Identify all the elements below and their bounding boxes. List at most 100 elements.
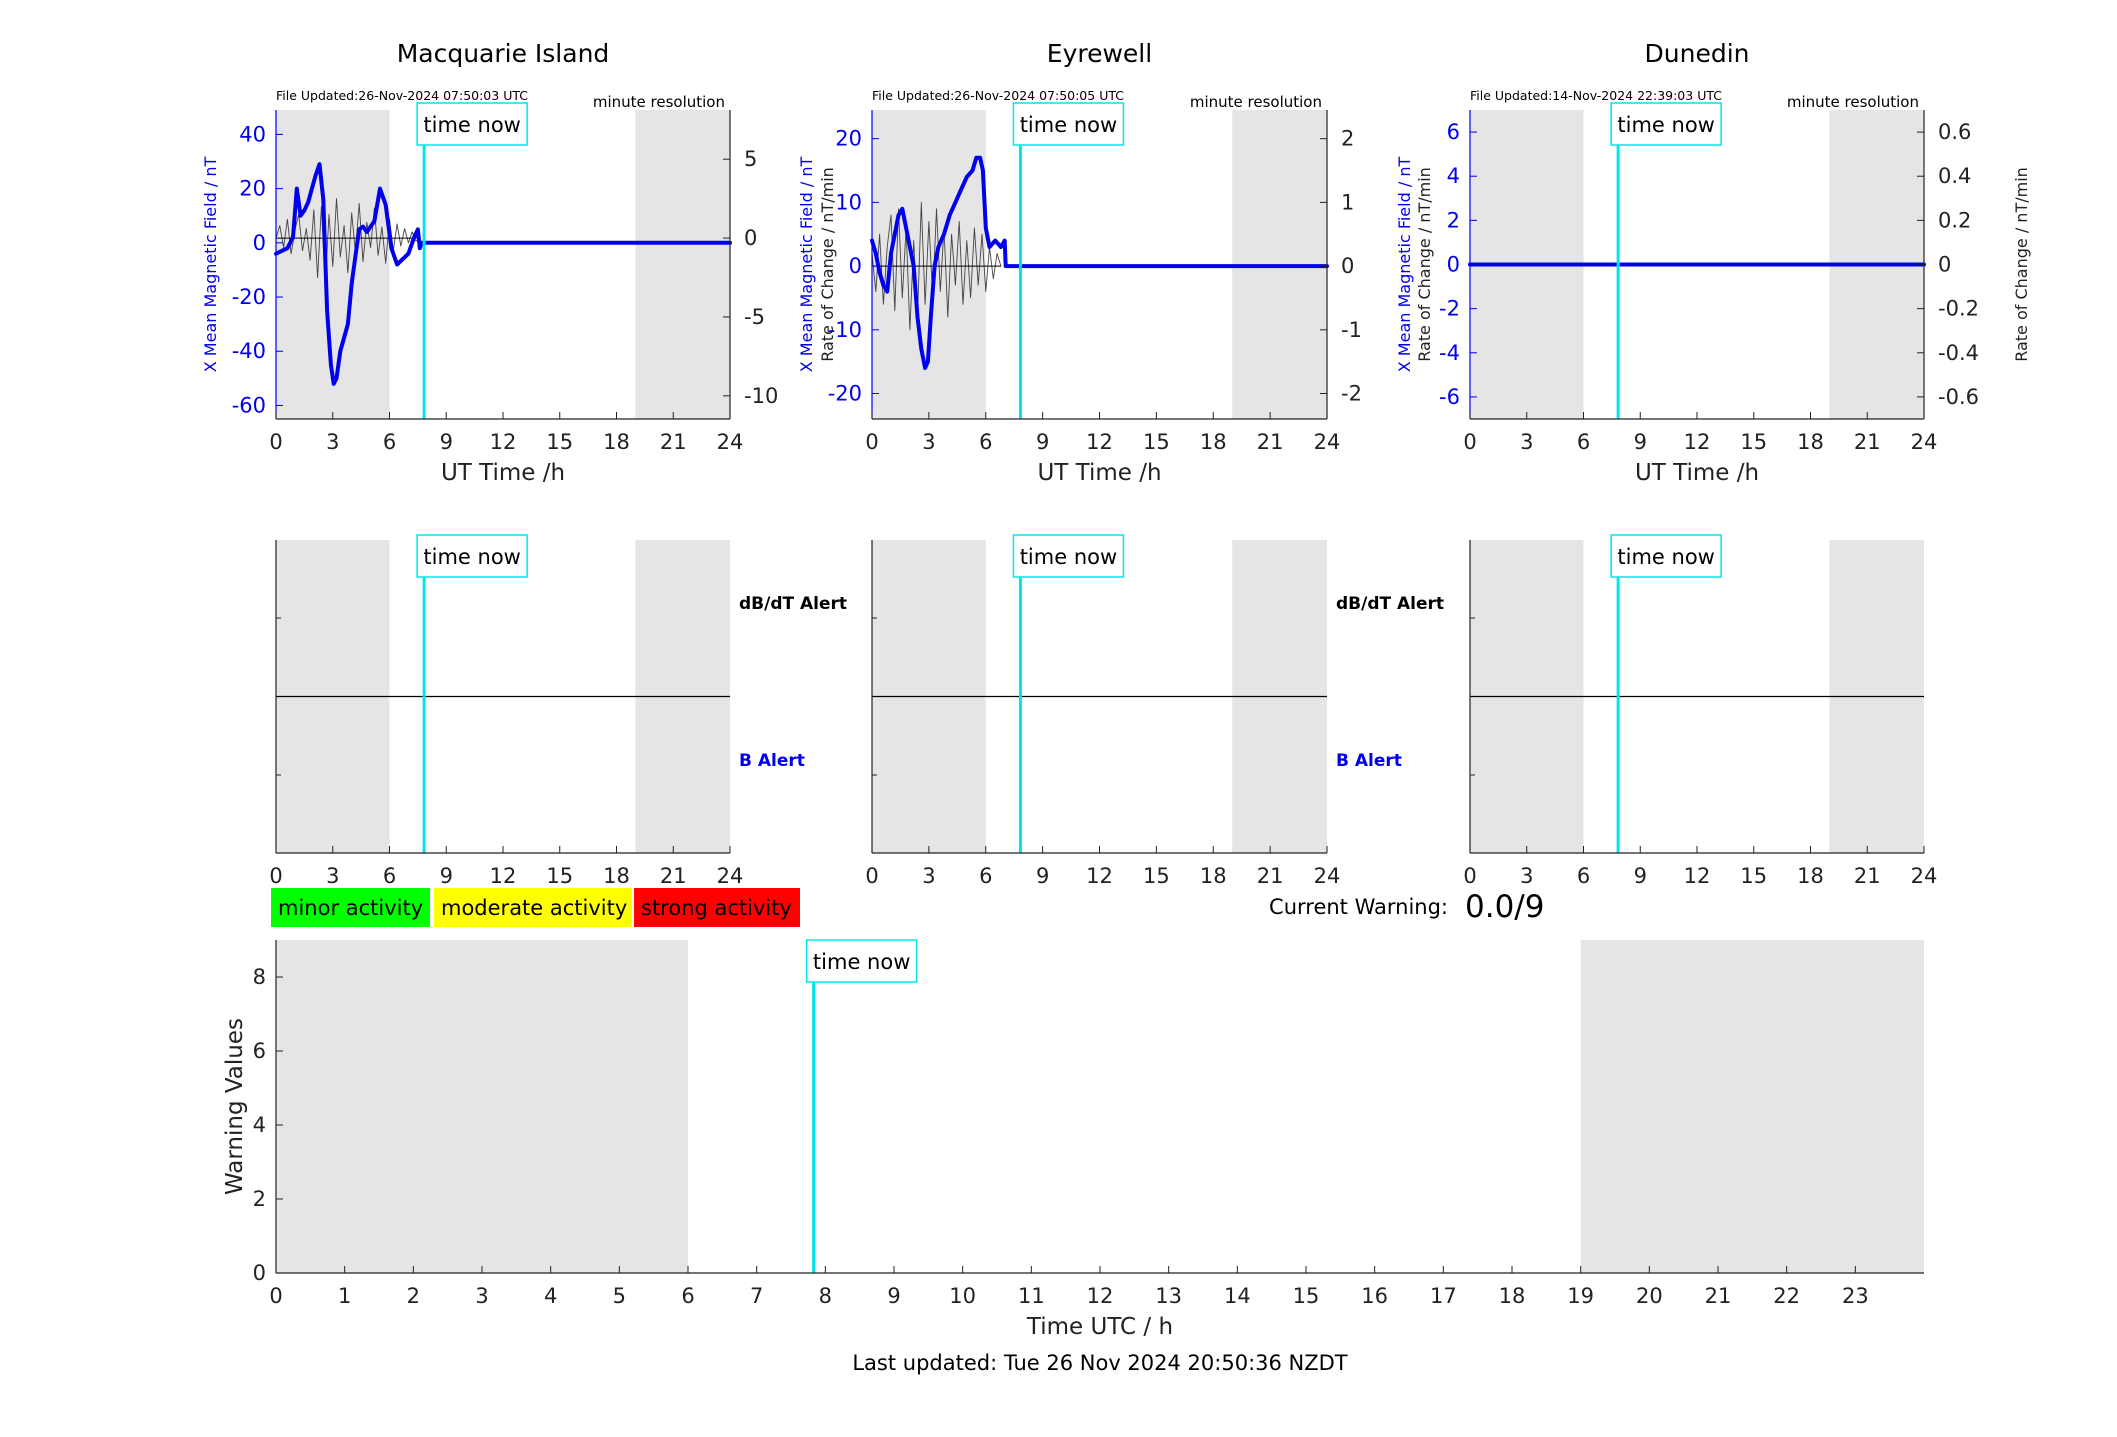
y2-tick-label: -0.4 bbox=[1938, 341, 1979, 365]
x-tick-label: 6 bbox=[681, 1284, 694, 1308]
y2-tick-label: 0 bbox=[1938, 253, 1951, 277]
time-now-label: time now bbox=[813, 950, 910, 974]
x-tick-label: 21 bbox=[660, 864, 687, 888]
time-now-label: time now bbox=[423, 545, 520, 569]
x-tick-label: 23 bbox=[1842, 1284, 1869, 1308]
night-band bbox=[1580, 940, 1924, 1273]
x-tick-label: 11 bbox=[1018, 1284, 1045, 1308]
current-warning-label: Current Warning: bbox=[1269, 895, 1448, 919]
x-tick-label: 24 bbox=[717, 430, 744, 454]
x-tick-label: 15 bbox=[1293, 1284, 1320, 1308]
x-axis-label: UT Time /h bbox=[1037, 460, 1161, 486]
y-tick-label: -6 bbox=[1439, 385, 1460, 409]
time-now-box bbox=[1610, 534, 1722, 578]
x-tick-label: 6 bbox=[383, 864, 396, 888]
x-tick-label: 9 bbox=[1036, 430, 1049, 454]
minute-resolution-label: minute resolution bbox=[593, 93, 725, 111]
x-tick-label: 21 bbox=[1854, 864, 1881, 888]
y2-axis-label: Rate of Change / nT/min bbox=[2012, 167, 2031, 362]
x-tick-label: 3 bbox=[1520, 430, 1533, 454]
time-now-box bbox=[1610, 102, 1722, 146]
y-tick-label: 20 bbox=[835, 127, 862, 151]
y-tick-label: 2 bbox=[253, 1187, 266, 1211]
x-axis-label: UT Time /h bbox=[441, 460, 565, 486]
x-tick-label: 15 bbox=[1740, 864, 1767, 888]
magnetic-field-line bbox=[274, 162, 732, 386]
x-tick-label: 22 bbox=[1773, 1284, 1800, 1308]
x-tick-label: 0 bbox=[269, 1284, 282, 1308]
y-tick-label: 4 bbox=[1447, 164, 1460, 188]
x-tick-label: 13 bbox=[1155, 1284, 1182, 1308]
x-tick-label: 18 bbox=[1200, 864, 1227, 888]
current-warning-value: 0.0/9 bbox=[1465, 889, 1544, 925]
x-tick-label: 19 bbox=[1567, 1284, 1594, 1308]
legend-swatch-strong bbox=[634, 888, 800, 927]
x-tick-label: 14 bbox=[1224, 1284, 1251, 1308]
x-tick-label: 9 bbox=[1634, 864, 1647, 888]
y-tick-label: -10 bbox=[828, 318, 862, 342]
y-tick-label: -4 bbox=[1439, 341, 1460, 365]
x-tick-label: 5 bbox=[613, 1284, 626, 1308]
y-tick-label: 0 bbox=[849, 254, 862, 278]
x-tick-label: 21 bbox=[1854, 430, 1881, 454]
y-tick-label: 6 bbox=[1447, 120, 1460, 144]
x-tick-label: 12 bbox=[1684, 864, 1711, 888]
time-now-label: time now bbox=[1020, 113, 1117, 137]
time-now-label: time now bbox=[423, 113, 520, 137]
last-updated-label: Last updated: Tue 26 Nov 2024 20:50:36 N… bbox=[852, 1351, 1347, 1375]
activity-legend: minor activity moderate activity strong ac… bbox=[271, 888, 800, 927]
x-tick-label: 12 bbox=[490, 430, 517, 454]
y-tick-label: -60 bbox=[232, 393, 266, 417]
y2-tick-label: -2 bbox=[1341, 382, 1362, 406]
magnetic-field-line bbox=[870, 155, 1329, 370]
x-tick-label: 9 bbox=[1036, 864, 1049, 888]
y-axis-label: X Mean Magnetic Field / nT bbox=[797, 157, 816, 373]
x-tick-label: 6 bbox=[383, 430, 396, 454]
night-band bbox=[635, 110, 730, 419]
magnetometer-panel-1: Eyrewell File Updated:26-Nov-2024 07:50:0… bbox=[797, 39, 1434, 486]
rate-of-change-line bbox=[275, 198, 421, 286]
y2-axis-label: Rate of Change / nT/min bbox=[1415, 167, 1434, 362]
x-tick-label: 15 bbox=[1143, 430, 1170, 454]
x-tick-label: 3 bbox=[475, 1284, 488, 1308]
x-tick-label: 12 bbox=[1086, 430, 1113, 454]
y-tick-label: 2 bbox=[1447, 208, 1460, 232]
x-tick-label: 15 bbox=[1143, 864, 1170, 888]
b-alert-label: B Alert bbox=[1336, 751, 1402, 771]
x-tick-label: 1 bbox=[338, 1284, 351, 1308]
x-tick-label: 15 bbox=[1740, 430, 1767, 454]
x-tick-label: 18 bbox=[1499, 1284, 1526, 1308]
x-tick-label: 4 bbox=[544, 1284, 557, 1308]
y-tick-label: -20 bbox=[828, 382, 862, 406]
y-axis-label: X Mean Magnetic Field / nT bbox=[1395, 157, 1414, 373]
alert-panel-1: time now 0 3 6 9 12 15 18 21 24 dB/dT Alert B Alert bbox=[865, 534, 1444, 888]
magnetometer-panel-0: Macquarie Island File Updated:26-Nov-2024… bbox=[201, 39, 837, 486]
x-axis-label: UT Time /h bbox=[1635, 460, 1759, 486]
x-tick-label: 3 bbox=[326, 864, 339, 888]
x-tick-label: 3 bbox=[1520, 864, 1533, 888]
legend-label-moderate: moderate activity bbox=[441, 896, 627, 920]
x-tick-label: 18 bbox=[1200, 430, 1227, 454]
x-tick-label: 12 bbox=[1086, 864, 1113, 888]
night-band bbox=[276, 940, 688, 1273]
x-tick-label: 9 bbox=[1634, 430, 1647, 454]
y2-axis-label: Rate of Change / nT/min bbox=[818, 167, 837, 362]
x-tick-label: 15 bbox=[546, 430, 573, 454]
y-axis-label: Warning Values bbox=[222, 1018, 248, 1195]
x-tick-label: 18 bbox=[603, 864, 630, 888]
x-tick-label: 6 bbox=[1577, 430, 1590, 454]
x-tick-label: 21 bbox=[1257, 864, 1284, 888]
legend-label-minor: minor activity bbox=[278, 896, 423, 920]
y-tick-label: 4 bbox=[253, 1113, 266, 1137]
x-tick-label: 24 bbox=[1314, 864, 1341, 888]
x-tick-label: 0 bbox=[865, 864, 878, 888]
y2-tick-label: 5 bbox=[744, 147, 757, 171]
x-tick-label: 18 bbox=[1797, 864, 1824, 888]
x-tick-label: 24 bbox=[717, 864, 744, 888]
x-tick-label: 3 bbox=[922, 430, 935, 454]
dbdt-alert-label: dB/dT Alert bbox=[739, 594, 847, 614]
magnetometer-panel-2: Dunedin File Updated:14-Nov-2024 22:39:03… bbox=[1395, 39, 2031, 486]
alert-panel-0: time now 0 3 6 9 12 15 18 21 24 dB/dT Alert B Alert bbox=[269, 534, 847, 888]
